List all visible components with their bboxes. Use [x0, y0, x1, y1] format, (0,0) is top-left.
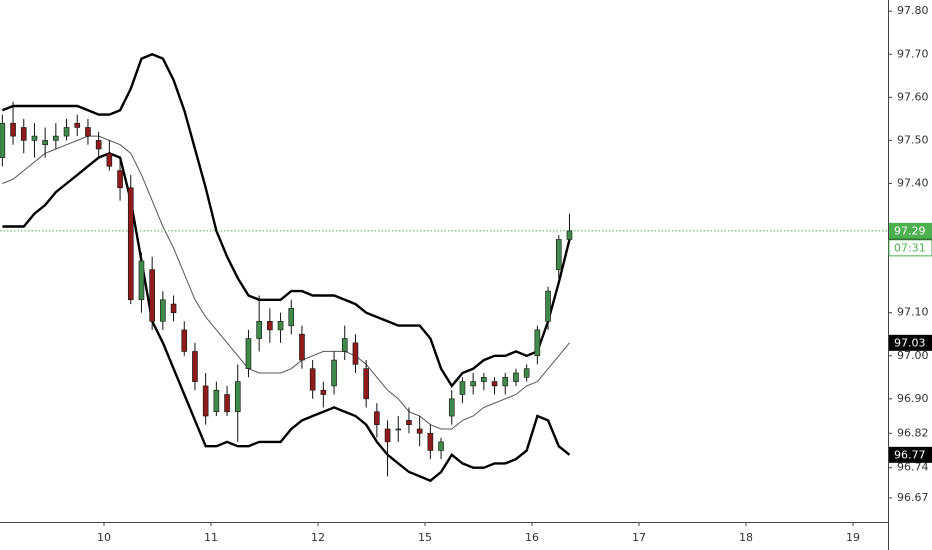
candle-body	[245, 338, 252, 369]
candle-body	[181, 329, 188, 352]
candle-body	[299, 333, 305, 361]
y-tick-label: 97.40	[897, 176, 929, 189]
candle-body	[481, 376, 487, 382]
candle-body	[566, 230, 573, 240]
candle-body	[384, 428, 391, 443]
candle-body	[117, 170, 123, 189]
candle-body	[277, 320, 284, 331]
candle-body	[555, 239, 562, 270]
candle-body	[288, 308, 295, 326]
candle-body	[491, 381, 498, 387]
candle-body	[138, 260, 145, 301]
candle-body	[234, 381, 241, 413]
candle-body	[224, 394, 230, 413]
candle-body	[331, 359, 337, 387]
candle-body	[395, 428, 402, 431]
candle-body	[545, 290, 551, 322]
band-line	[2, 135, 570, 430]
y-tick-label: 97.60	[897, 90, 929, 103]
price-label: 97.03	[894, 336, 926, 349]
candle-body	[406, 420, 412, 425]
candle-body	[363, 368, 369, 400]
candle-body	[374, 411, 380, 425]
candle-body	[448, 398, 455, 417]
candle-body	[267, 320, 273, 331]
countdown-label: 07:31	[894, 241, 926, 254]
band-line	[2, 152, 571, 483]
candle-body	[10, 122, 16, 137]
x-tick-label: 15	[418, 531, 432, 544]
y-tick-label: 96.74	[897, 461, 929, 474]
candle-body	[85, 127, 91, 137]
y-tick-label: 97.10	[897, 306, 929, 319]
candle-body	[53, 135, 59, 141]
price-label-box	[889, 446, 932, 463]
candle-body	[213, 389, 220, 413]
candle-body	[31, 135, 38, 141]
candle-body	[202, 385, 209, 417]
candle-body	[320, 389, 327, 395]
candle-body	[438, 441, 444, 451]
candle-body	[170, 303, 177, 313]
candle-body	[523, 368, 530, 378]
candle-body	[352, 342, 359, 365]
candle-body	[502, 376, 509, 387]
x-tick-label: 17	[632, 531, 646, 544]
candle-body	[427, 432, 434, 451]
x-tick-label: 10	[97, 531, 111, 544]
candle-body	[192, 351, 198, 382]
x-tick-label: 18	[739, 531, 753, 544]
y-tick-label: 97.50	[897, 133, 929, 146]
candle-body	[74, 122, 81, 128]
y-tick-label: 97.80	[897, 4, 929, 17]
price-label-box	[889, 334, 932, 351]
x-tick-label: 19	[846, 531, 860, 544]
candle-body	[470, 381, 476, 387]
price-label: 96.77	[894, 448, 926, 461]
candle-body	[42, 140, 48, 146]
candle-body	[106, 153, 113, 167]
candle-body	[513, 372, 519, 382]
candle-body	[160, 299, 166, 322]
candle-body	[63, 127, 70, 137]
x-tick-label: 12	[311, 531, 325, 544]
candle-body	[127, 187, 134, 301]
candle-body	[149, 269, 155, 322]
candle-body	[20, 127, 27, 141]
candle-body	[341, 338, 348, 352]
y-tick-label: 97.00	[897, 349, 929, 362]
last-price-box	[889, 222, 932, 239]
y-tick-label: 96.90	[897, 392, 929, 405]
x-tick-label: 11	[204, 531, 218, 544]
candle-body	[309, 368, 316, 391]
candle-body	[416, 428, 423, 434]
x-tick-label: 16	[525, 531, 539, 544]
last-price-label: 97.29	[894, 224, 926, 237]
countdown-box	[888, 239, 932, 257]
candle-body	[0, 122, 6, 158]
y-tick-label: 96.82	[897, 426, 929, 439]
y-tick-label: 96.67	[897, 491, 929, 504]
candle-body	[95, 140, 102, 150]
y-tick-label: 97.70	[897, 47, 929, 60]
band-line	[1, 53, 571, 388]
candle-body	[534, 329, 541, 357]
candle-body	[256, 320, 262, 339]
candle-body	[459, 381, 466, 395]
